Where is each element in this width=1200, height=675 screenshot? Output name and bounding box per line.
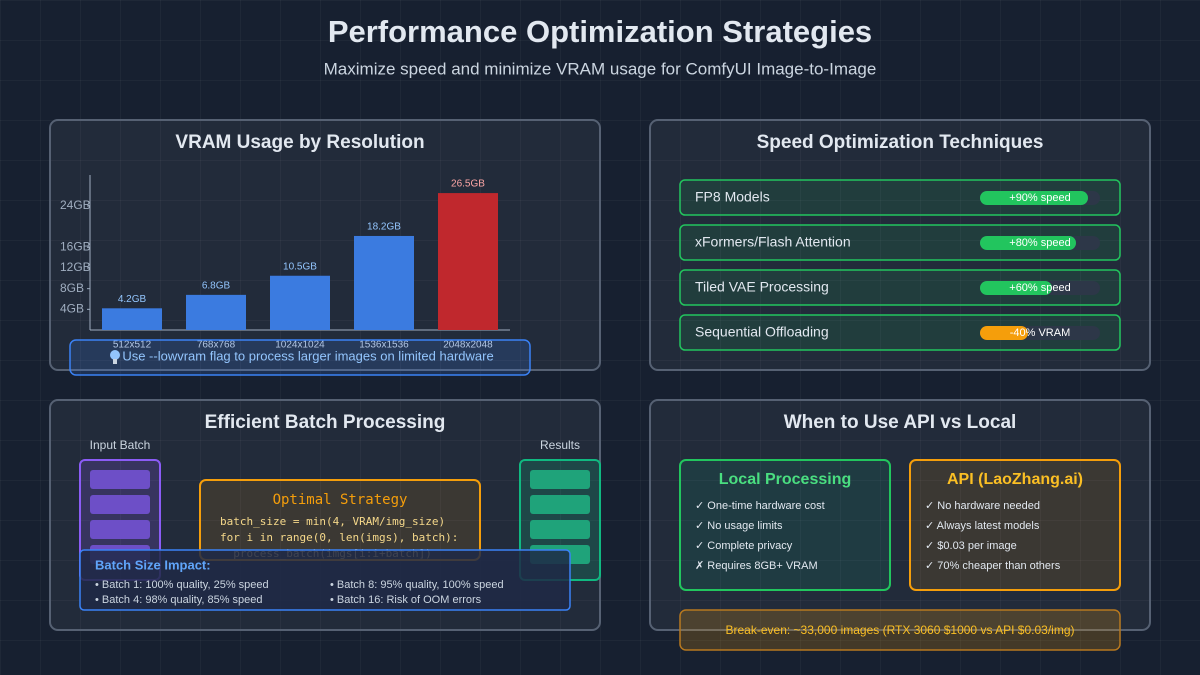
technique-name: Tiled VAE Processing [695,279,829,295]
y-tick-label: 24GB [60,198,91,212]
local-box [679,459,891,591]
gain-label: -40% VRAM [1010,327,1071,339]
compare-item: ✓ Complete privacy [695,540,793,552]
code-line: batch_size = min(4, VRAM/img_size) [220,515,445,528]
x-tick-label: 1024x1024 [275,340,325,351]
breakeven-text: Break-even: ~33,000 images (RTX 3060 $10… [726,623,1075,637]
impact-box [79,549,571,611]
value-label: 6.8GB [202,281,231,292]
value-label: 10.5GB [283,261,317,272]
technique-row [679,314,1121,351]
compare-lists: ✓ One-time hardware cost ✓ No usage limit… [695,500,1061,572]
y-tick-label: 8GB [60,281,84,295]
technique-row [679,269,1121,306]
image-slot [530,520,590,539]
image-slot [90,495,150,514]
speed-list: FP8 Models +90% speed xFormers/Flash Atten… [679,179,1121,351]
impact-item: • Batch 4: 98% quality, 85% speed [95,594,263,606]
box-title: API (LaoZhang.ai) [947,471,1083,488]
label: Input Batch [90,438,151,452]
bulb-icon [110,350,120,360]
technique-name: Sequential Offloading [695,324,829,340]
breakeven-box [679,609,1121,651]
value-label: 18.2GB [367,222,401,233]
compare-item: ✓ One-time hardware cost [695,500,825,512]
y-tick-label: 16GB [60,240,91,254]
compare-item: ✓ No usage limits [695,520,783,532]
panel-title: Speed Optimization Techniques [757,132,1044,153]
panel-title: When to Use API vs Local [784,412,1017,433]
gain-label: +60% speed [1009,282,1070,294]
bar [186,294,246,330]
compare-item: ✗ Requires 8GB+ VRAM [695,560,818,572]
tip-box [69,339,531,376]
gain-bar [980,236,1076,250]
panel [49,119,601,371]
label: Results [540,438,580,452]
panel [649,119,1151,371]
value-label: 4.2GB [118,294,147,305]
image-slot [90,470,150,489]
image-slot [530,495,590,514]
x-tick-label: 2048x2048 [443,340,493,351]
gain-label: +90% speed [1009,192,1070,204]
gain-bar [980,281,1052,295]
impact-item: • Batch 16: Risk of OOM errors [330,594,482,606]
code-line: for i in range(0, len(imgs), batch): [220,531,458,544]
api-box [909,459,1121,591]
panel-title: VRAM Usage by Resolution [175,132,424,153]
compare-item: ✓ No hardware needed [925,500,1040,512]
impact-item: • Batch 1: 100% quality, 25% speed [95,579,269,591]
bulb-icon [113,359,117,364]
bar [438,193,498,330]
technique-row [679,179,1121,216]
x-tick-label: 512x512 [113,340,152,351]
image-slot [90,520,150,539]
page-subtitle: Maximize speed and minimize VRAM usage f… [324,59,877,78]
technique-name: xFormers/Flash Attention [695,234,851,250]
bar [270,275,330,330]
gain-label: +80% speed [1009,237,1070,249]
impact-item: • Batch 8: 95% quality, 100% speed [330,579,504,591]
gain-bar [980,191,1088,205]
y-tick-label: 4GB [60,302,84,316]
box-title: Local Processing [719,471,852,488]
panel-title: Efficient Batch Processing [205,412,446,433]
technique-row [679,224,1121,261]
y-tick-label: 12GB [60,260,91,274]
x-tick-label: 1536x1536 [359,340,409,351]
gain-bar [980,326,1028,340]
tip-text: Use --lowvram flag to process larger ima… [122,348,493,363]
image-slot [530,470,590,489]
page-title: Performance Optimization Strategies [328,14,872,49]
impact-title: Batch Size Impact: [95,557,211,572]
impact-list: • Batch 1: 100% quality, 25% speed • Batc… [95,579,504,606]
compare-item: ✓ 70% cheaper than others [925,560,1061,572]
compare-item: ✓ $0.03 per image [925,540,1017,552]
vram-chart: 4GB 8GB 12GB 16GB 24GB 512x512 4.2GB 768x768 6.8… [60,175,510,351]
value-label: 26.5GB [451,179,485,190]
technique-name: FP8 Models [695,189,770,205]
panel [649,399,1151,631]
bar [354,235,414,330]
strategy-title: Optimal Strategy [273,492,408,508]
compare-item: ✓ Always latest models [925,520,1040,532]
x-tick-label: 768x768 [197,340,236,351]
bar [102,308,162,330]
